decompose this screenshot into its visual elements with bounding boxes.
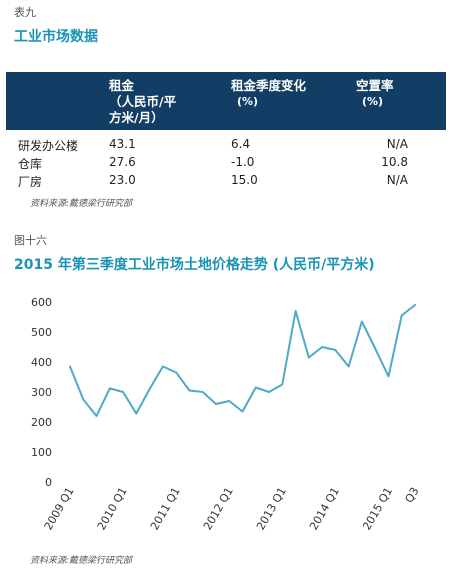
row-change: -1.0 xyxy=(231,155,255,169)
header-vacancy-line1: 空置率 xyxy=(356,78,394,93)
x-tick-label: 2012 Q1 xyxy=(201,485,236,532)
row-name: 厂房 xyxy=(18,175,43,189)
series-line xyxy=(69,304,416,417)
x-tick-label: 2015 Q1 xyxy=(360,485,395,532)
row-change: 15.0 xyxy=(231,173,258,187)
table-row: 仓库 27.6 -1.0 10.8 xyxy=(6,155,446,171)
y-tick-label: 400 xyxy=(31,356,52,369)
row-name: 仓库 xyxy=(18,157,43,171)
y-tick-label: 300 xyxy=(31,386,52,399)
x-tick-label: 2014 Q1 xyxy=(307,485,342,532)
row-vacancy: N/A xyxy=(386,173,408,187)
x-tick-label: Q3 xyxy=(403,485,422,505)
header-rent: 租金 （人民币/平 方米/月） xyxy=(109,78,219,126)
row-change: 6.4 xyxy=(231,137,251,151)
figure-title: 2015 年第三季度工业市场土地价格走势 (人民币/平方米) xyxy=(14,257,375,273)
header-rent-change-line1: 租金季度变化 xyxy=(231,78,307,93)
header-vacancy-line2: (%) xyxy=(362,95,384,108)
header-rent-line1: 租金 xyxy=(109,78,135,93)
x-tick-label: 2013 Q1 xyxy=(254,485,289,532)
x-tick-label: 2009 Q1 xyxy=(42,485,77,532)
header-vacancy: 空置率 (%) xyxy=(356,78,394,110)
row-rent: 27.6 xyxy=(109,155,136,169)
table-label: 表九 xyxy=(14,6,36,19)
land-price-line-chart: 0 100 200 300 400 500 600 2009 Q1 2010 Q1 2011 Q1… xyxy=(31,296,422,532)
header-rent-change: 租金季度变化 (%) xyxy=(231,78,306,110)
y-tick-label: 600 xyxy=(31,296,52,309)
figure-source: 资料来源:戴德梁行研究部 xyxy=(30,556,133,566)
row-rent: 23.0 xyxy=(109,173,136,187)
table-source: 资料来源:戴德梁行研究部 xyxy=(30,199,133,209)
row-name: 研发办公楼 xyxy=(18,139,79,153)
row-vacancy: N/A xyxy=(386,137,408,151)
figure-label: 图十六 xyxy=(14,234,47,247)
y-tick-label: 500 xyxy=(31,326,52,339)
table-row: 厂房 23.0 15.0 N/A xyxy=(6,173,446,189)
row-vacancy: 10.8 xyxy=(381,155,408,169)
header-rent-line2: （人民币/平 xyxy=(109,94,177,109)
y-tick-label: 100 xyxy=(31,446,52,459)
header-rent-line3: 方米/月） xyxy=(109,110,164,125)
y-tick-label: 200 xyxy=(31,416,52,429)
table-row: 研发办公楼 43.1 6.4 N/A xyxy=(6,137,446,153)
table-header: 租金 （人民币/平 方米/月） 租金季度变化 (%) 空置率 (%) xyxy=(6,72,446,130)
row-rent: 43.1 xyxy=(109,137,136,151)
header-rent-change-line2: (%) xyxy=(237,95,259,108)
x-tick-label: 2011 Q1 xyxy=(148,485,183,532)
x-tick-label: 2010 Q1 xyxy=(95,485,130,532)
y-tick-label: 0 xyxy=(45,476,52,489)
table-title: 工业市场数据 xyxy=(14,29,98,45)
